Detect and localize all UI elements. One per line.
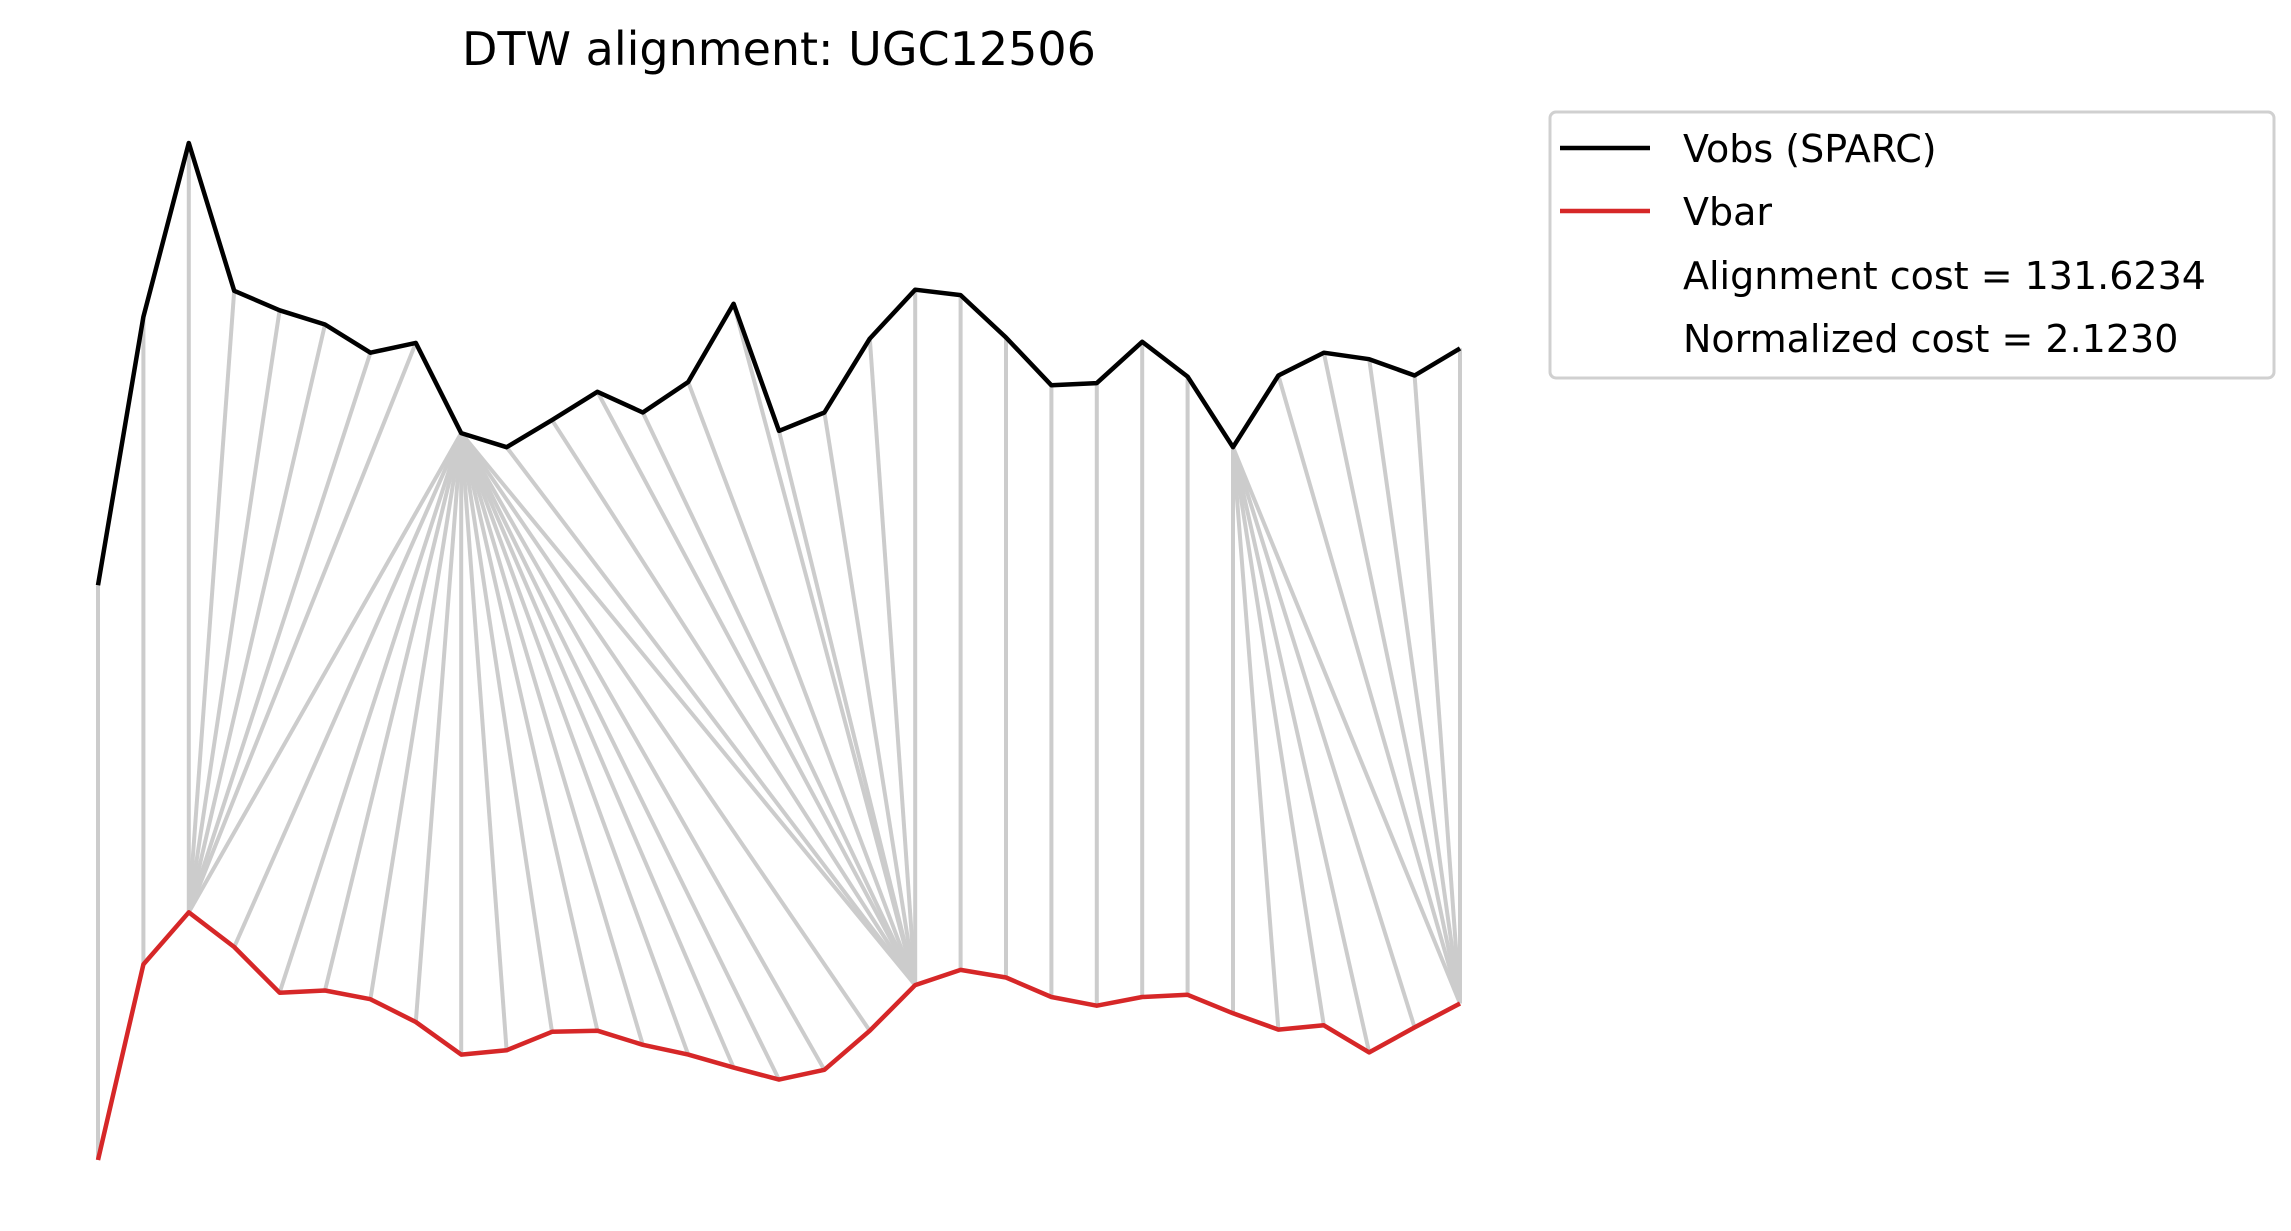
alignment-line bbox=[459, 432, 554, 1033]
alignment-line bbox=[459, 432, 600, 1032]
alignment-line bbox=[187, 432, 463, 914]
alignment-line bbox=[186, 290, 237, 913]
alignment-line bbox=[1231, 446, 1417, 1029]
alignment-line bbox=[459, 432, 509, 1051]
alignment-line bbox=[277, 432, 464, 994]
alignment-line bbox=[186, 342, 418, 914]
alignment-line bbox=[1276, 374, 1462, 1005]
alignment-lines bbox=[96, 143, 1462, 1160]
alignment-line bbox=[459, 432, 736, 1069]
legend-label-vobs: Vobs (SPARC) bbox=[1683, 127, 1937, 171]
legend-label-vbar: Vbar bbox=[1683, 190, 1772, 234]
legend-normalized-cost: Normalized cost = 2.1230 bbox=[1683, 317, 2178, 361]
alignment-line bbox=[459, 431, 872, 1032]
alignment-line bbox=[595, 390, 917, 987]
alignment-line bbox=[777, 430, 918, 986]
alignment-line bbox=[822, 412, 918, 986]
alignment-line bbox=[550, 418, 917, 987]
series-line-vbar bbox=[95, 910, 1462, 1161]
series-lines bbox=[95, 140, 1462, 1161]
alignment-line bbox=[731, 303, 918, 986]
alignment-line bbox=[459, 432, 691, 1056]
alignment-line bbox=[640, 411, 918, 986]
alignment-line bbox=[186, 310, 282, 913]
alignment-line bbox=[413, 432, 464, 1023]
alignment-line bbox=[1231, 446, 1462, 1005]
series-line-vobs bbox=[95, 140, 1462, 586]
alignment-line bbox=[323, 432, 464, 991]
alignment-line bbox=[1231, 447, 1281, 1030]
alignment-line bbox=[459, 432, 781, 1081]
alignment-line bbox=[459, 432, 645, 1046]
chart-title: DTW alignment: UGC12506 bbox=[462, 22, 1096, 76]
legend-alignment-cost: Alignment cost = 131.6234 bbox=[1683, 254, 2206, 298]
alignment-line bbox=[368, 432, 464, 1000]
alignment-line bbox=[232, 432, 464, 948]
alignment-line bbox=[867, 338, 918, 986]
alignment-line bbox=[186, 324, 327, 913]
alignment-line bbox=[1231, 446, 1326, 1026]
alignment-line bbox=[686, 381, 918, 986]
alignment-line bbox=[505, 446, 917, 987]
alignment-line bbox=[1321, 352, 1462, 1004]
alignment-line bbox=[1412, 375, 1462, 1004]
alignment-line bbox=[1367, 358, 1462, 1004]
alignment-line bbox=[186, 352, 373, 913]
legend-frame bbox=[1548, 110, 2276, 380]
legend: Vobs (SPARC) Vbar Alignment cost = 131.6… bbox=[1548, 110, 2276, 380]
alignment-line bbox=[459, 431, 917, 987]
alignment-line bbox=[1231, 446, 1372, 1053]
alignment-line bbox=[459, 432, 827, 1071]
